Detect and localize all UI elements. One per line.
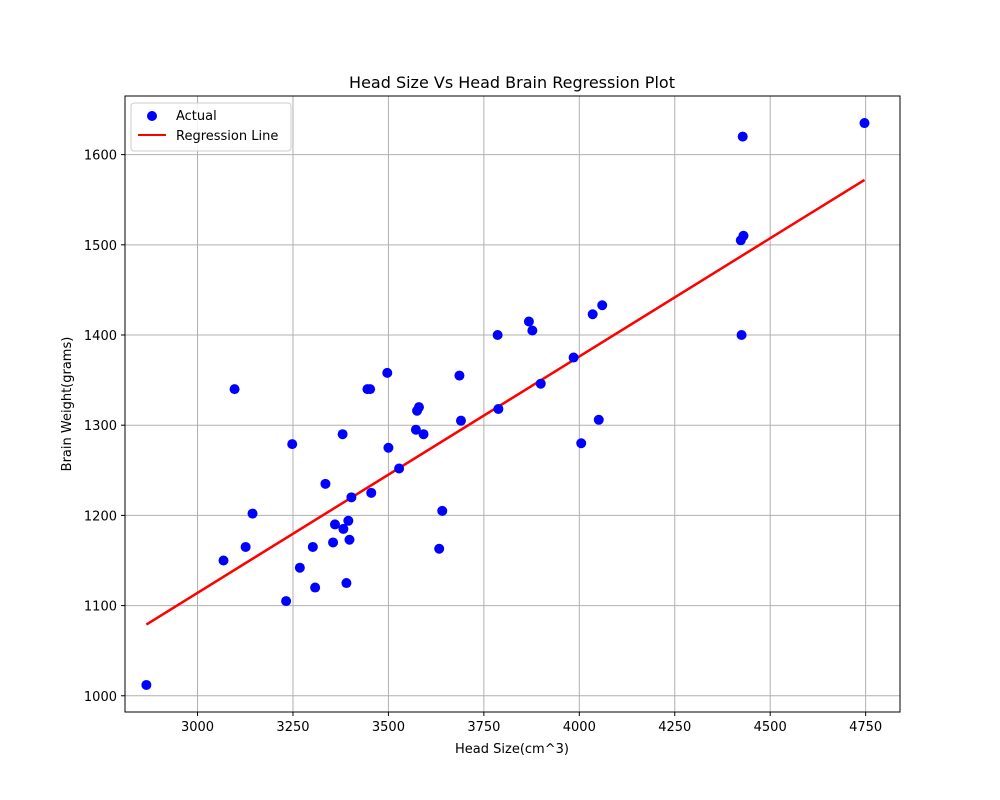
data-point bbox=[413, 402, 424, 413]
scatter-points bbox=[141, 118, 870, 690]
data-point bbox=[527, 325, 538, 336]
legend-regression-label: Regression Line bbox=[176, 129, 278, 144]
data-point bbox=[535, 378, 546, 389]
legend-actual-marker bbox=[147, 111, 157, 121]
data-point bbox=[229, 384, 240, 395]
x-tick-label: 3750 bbox=[467, 720, 500, 735]
data-point bbox=[492, 330, 503, 341]
y-tick-label: 1400 bbox=[84, 329, 117, 344]
data-point bbox=[434, 543, 445, 554]
y-tick-label: 1200 bbox=[84, 509, 117, 524]
x-tick-label: 3500 bbox=[372, 720, 405, 735]
y-tick-label: 1500 bbox=[84, 239, 117, 254]
y-tick-label: 1300 bbox=[84, 419, 117, 434]
data-point bbox=[455, 415, 466, 426]
data-point bbox=[247, 508, 258, 519]
legend-box bbox=[130, 102, 292, 152]
y-axis-title: Brain Weight(grams) bbox=[60, 337, 75, 472]
data-point bbox=[328, 537, 339, 548]
data-point bbox=[587, 309, 598, 320]
x-tick-label: 4500 bbox=[754, 720, 787, 735]
regression-line bbox=[145, 178, 866, 626]
data-point bbox=[320, 478, 331, 489]
data-point bbox=[454, 370, 465, 381]
data-point bbox=[329, 519, 340, 530]
y-tick-label: 1000 bbox=[84, 690, 117, 705]
data-point bbox=[344, 534, 355, 545]
data-point bbox=[307, 541, 318, 552]
data-point bbox=[294, 562, 305, 573]
x-tick-label: 4750 bbox=[849, 720, 882, 735]
data-point bbox=[437, 505, 448, 516]
x-axis-title: Head Size(cm^3) bbox=[455, 742, 569, 757]
data-point bbox=[341, 578, 352, 589]
data-point bbox=[366, 487, 377, 498]
data-point bbox=[736, 330, 747, 341]
data-point bbox=[337, 429, 348, 440]
data-point bbox=[343, 515, 354, 526]
data-point bbox=[382, 367, 393, 378]
legend-actual-label: Actual bbox=[176, 109, 217, 124]
data-point bbox=[281, 596, 292, 607]
x-tick-label: 3250 bbox=[276, 720, 309, 735]
regression-layer bbox=[145, 178, 866, 626]
data-point bbox=[394, 463, 405, 474]
data-point bbox=[418, 429, 429, 440]
y-tick-label: 1100 bbox=[84, 600, 117, 615]
data-point bbox=[859, 118, 870, 129]
data-point bbox=[141, 679, 152, 690]
data-point bbox=[738, 230, 749, 241]
chart-title: Head Size Vs Head Brain Regression Plot bbox=[349, 73, 675, 92]
data-point bbox=[365, 384, 376, 395]
data-point bbox=[346, 492, 357, 503]
x-tick-label: 4250 bbox=[658, 720, 691, 735]
plot-frame bbox=[124, 95, 901, 713]
data-point bbox=[568, 352, 579, 363]
y-axis-ticks: 1000 1100 1200 1300 1400 1500 1600 bbox=[84, 149, 125, 705]
grid-lines bbox=[125, 96, 900, 712]
data-point bbox=[383, 442, 394, 453]
data-point bbox=[310, 582, 321, 593]
data-point bbox=[593, 414, 604, 425]
data-point bbox=[410, 424, 421, 435]
data-point bbox=[218, 555, 229, 566]
data-point bbox=[287, 439, 298, 450]
data-point bbox=[576, 438, 587, 449]
x-tick-label: 3000 bbox=[181, 720, 214, 735]
data-point bbox=[240, 541, 251, 552]
x-axis-ticks: 3000 3250 3500 3750 4000 4250 4500 4750 bbox=[181, 712, 882, 735]
legend: Actual Regression Line bbox=[130, 102, 292, 152]
data-point bbox=[493, 403, 504, 414]
data-point bbox=[737, 131, 748, 142]
x-tick-label: 4000 bbox=[563, 720, 596, 735]
data-point bbox=[523, 316, 534, 327]
data-point bbox=[597, 300, 608, 311]
y-tick-label: 1600 bbox=[84, 149, 117, 164]
data-point bbox=[338, 523, 349, 534]
